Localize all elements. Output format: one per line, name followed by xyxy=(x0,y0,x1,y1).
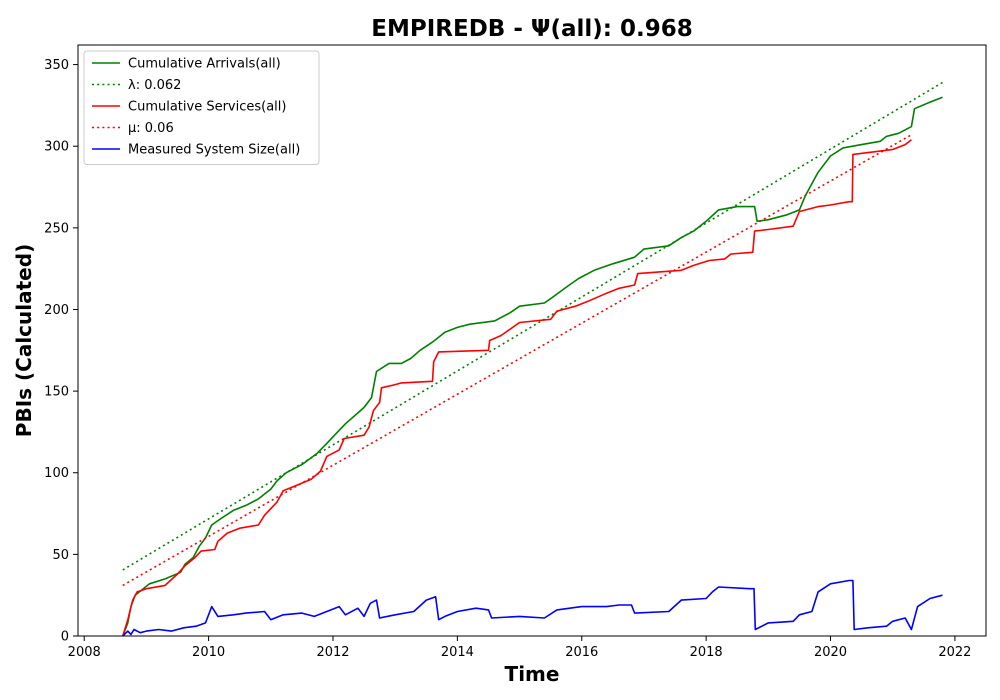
y-tick-label: 350 xyxy=(44,58,69,73)
series-line-4 xyxy=(122,579,943,636)
x-tick-label: 2008 xyxy=(68,645,101,660)
y-tick-label: 300 xyxy=(44,140,69,155)
y-tick-label: 50 xyxy=(52,548,69,563)
y-tick-label: 200 xyxy=(44,303,69,318)
legend-label-0: Cumulative Arrivals(all) xyxy=(128,57,281,72)
x-tick-label: 2014 xyxy=(441,645,474,660)
series-line-3 xyxy=(122,134,912,587)
plot-area: 2008 2010 2012 2014 2016 2018 2020 2022 0 50 100 15… xyxy=(44,44,987,660)
series-line-2 xyxy=(122,139,912,636)
legend: Cumulative Arrivals(all) λ: 0.062 Cumulati… xyxy=(83,50,320,165)
series-line-0 xyxy=(122,96,943,636)
legend-label-2: Cumulative Services(all) xyxy=(128,100,286,115)
x-tick-label: 2012 xyxy=(316,645,349,660)
legend-box xyxy=(83,50,320,165)
x-tick-label: 2020 xyxy=(814,645,847,660)
chart-title: EMPIREDB - Ψ(all): 0.968 xyxy=(371,16,692,42)
x-tick-label: 2010 xyxy=(192,645,225,660)
y-axis-title: PBIs (Calculated) xyxy=(12,244,36,437)
y-tick-label: 100 xyxy=(44,466,69,481)
x-tick-label: 2018 xyxy=(690,645,723,660)
series-group xyxy=(122,81,943,636)
legend-label-3: μ: 0.06 xyxy=(128,121,174,136)
legend-label-4: Measured System Size(all) xyxy=(128,143,300,158)
y-tick-label: 0 xyxy=(61,630,69,645)
y-tick-label: 250 xyxy=(44,221,69,236)
x-axis-title: Time xyxy=(505,662,560,686)
legend-label-1: λ: 0.062 xyxy=(128,78,181,93)
plot-frame xyxy=(77,44,987,637)
x-tick-label: 2016 xyxy=(565,645,598,660)
x-tick-label: 2022 xyxy=(938,645,971,660)
y-tick-label: 150 xyxy=(44,385,69,400)
